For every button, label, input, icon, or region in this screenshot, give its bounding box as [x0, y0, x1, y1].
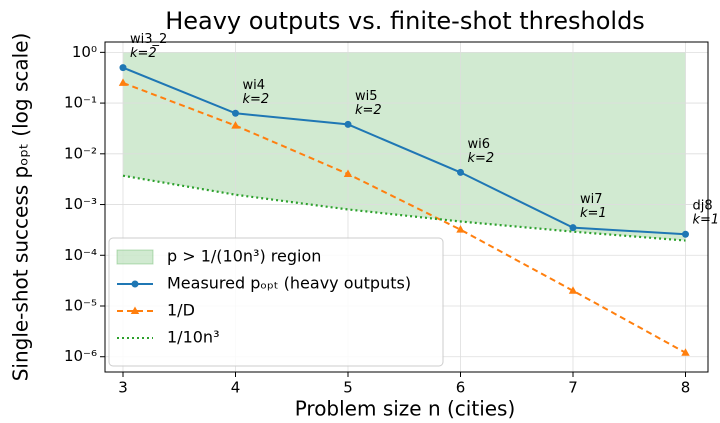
annotation: k=1: [693, 213, 720, 228]
y-tick-label: 10⁻⁴: [64, 246, 97, 264]
y-tick-label: 10⁻²: [64, 144, 97, 162]
y-tick-label: 10⁰: [72, 43, 97, 61]
annotation: k=2: [468, 151, 495, 166]
x-tick-label: 6: [456, 379, 466, 397]
legend-label: p > 1/(10n³) region: [167, 247, 321, 266]
annotation: wi7: [580, 192, 603, 207]
x-tick-label: 7: [568, 379, 578, 397]
point: [344, 120, 352, 128]
point: [231, 121, 240, 129]
y-tick-label: 10⁻¹: [64, 94, 97, 112]
annotation: dj8: [693, 199, 713, 214]
legend-swatch: [116, 249, 154, 265]
annotation: wi3_2: [130, 32, 167, 47]
point: [343, 169, 353, 177]
point: [568, 286, 578, 294]
point: [681, 348, 690, 356]
y-tick-label: 10⁻³: [64, 195, 97, 213]
annotation: k=2: [355, 103, 382, 118]
plot-frame: [104, 41, 709, 373]
legend-marker: [130, 306, 140, 314]
annotation: wi5: [355, 89, 378, 104]
y-tick-label: 10⁻⁶: [64, 347, 97, 365]
legend-box: [108, 237, 444, 367]
x-tick-label: 5: [343, 379, 353, 397]
series-line: [122, 174, 686, 242]
y-tick-label: 10⁻⁵: [64, 297, 97, 315]
annotation: k=1: [580, 206, 607, 221]
x-tick-label: 3: [118, 379, 128, 397]
series-line: [122, 81, 686, 354]
annotation: wi6: [468, 137, 491, 152]
x-tick-label: 8: [681, 379, 691, 397]
x-axis-label: Problem size n (cities): [295, 397, 516, 421]
legend-marker: [131, 280, 139, 288]
x-tick-label: 4: [231, 379, 241, 397]
y-axis-label: Single-shot success pₒₚₜ (log scale): [9, 33, 33, 382]
legend-label: Measured pₒₚₜ (heavy outputs): [167, 274, 411, 293]
series-line: [122, 66, 686, 236]
point: [118, 78, 128, 86]
chart-title: Heavy outputs vs. finite-shot thresholds: [165, 7, 645, 35]
annotation: k=2: [243, 92, 270, 107]
legend-label: 1/10n³: [167, 328, 219, 347]
region: [123, 52, 686, 241]
point: [119, 64, 127, 72]
point: [682, 230, 689, 238]
point: [569, 224, 577, 232]
annotation: k=2: [130, 46, 157, 61]
point: [457, 168, 464, 176]
point: [232, 109, 239, 117]
annotation: wi4: [243, 78, 266, 93]
point: [456, 225, 465, 233]
legend-label: 1/D: [167, 301, 195, 320]
